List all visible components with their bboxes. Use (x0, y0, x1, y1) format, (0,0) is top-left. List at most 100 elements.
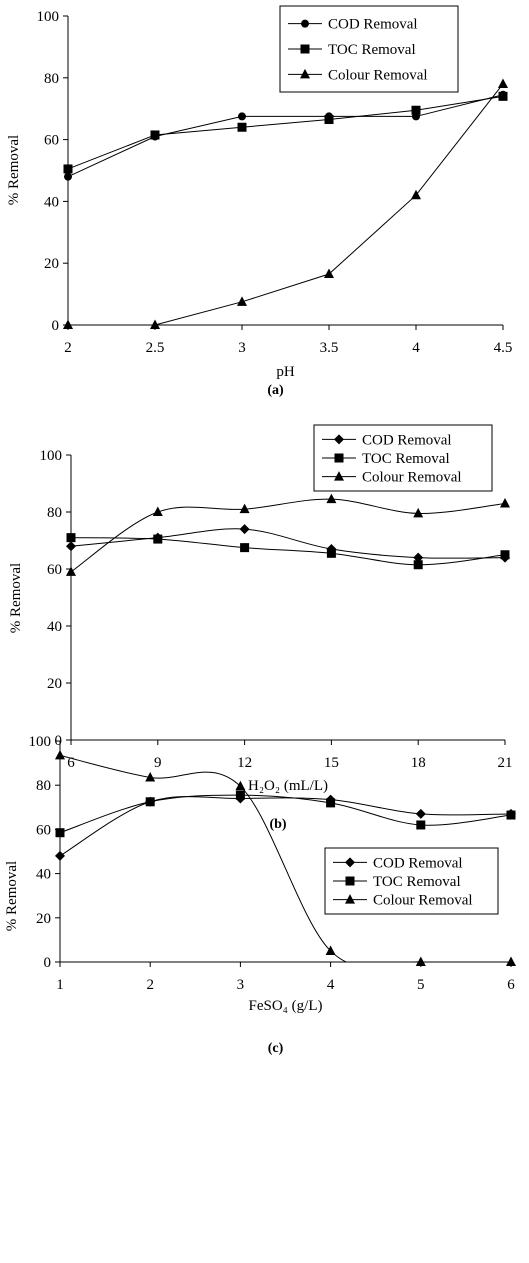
x-tick-label: 6 (67, 755, 75, 771)
legend-label: TOC Removal (328, 42, 416, 58)
data-point (498, 91, 508, 101)
data-point (413, 507, 424, 518)
x-tick-label: 15 (324, 755, 339, 771)
legend-marker (345, 876, 355, 886)
legend-label: COD Removal (362, 432, 452, 448)
data-point (153, 534, 163, 544)
legend-label: COD Removal (328, 17, 418, 33)
legend-label: Colour Removal (328, 67, 428, 83)
series-3 (63, 78, 508, 329)
legend: COD Removal TOC Removal Colour Removal (279, 5, 459, 93)
data-point (152, 506, 163, 516)
legend-label: TOC Removal (373, 874, 461, 890)
legend-marker (345, 894, 355, 904)
data-point (411, 105, 421, 115)
x-tick-label: 2 (146, 977, 154, 993)
data-point (411, 189, 421, 200)
series-line (60, 796, 512, 857)
legend-marker (334, 434, 344, 445)
y-tick-label: 60 (47, 562, 62, 578)
data-point (326, 493, 337, 504)
panel-label: (b) (269, 817, 286, 832)
data-point (325, 945, 336, 955)
x-tick-label: 18 (411, 755, 426, 771)
series-2 (66, 533, 510, 570)
legend: COD Removal TOC Removal Colour Removal (313, 424, 493, 492)
x-axis-label: H₂O₂ (mL/L) (248, 778, 328, 794)
y-tick-label: 100 (29, 734, 52, 750)
data-point (235, 780, 246, 791)
y-tick-label: 0 (44, 955, 52, 971)
y-tick-label: 40 (36, 867, 51, 883)
series-1 (64, 90, 507, 181)
data-point (239, 503, 250, 514)
y-tick-label: 40 (44, 194, 59, 210)
legend-marker (300, 68, 310, 79)
data-point (235, 790, 245, 800)
y-tick-label: 100 (40, 448, 63, 464)
series-line (70, 498, 506, 573)
data-point (239, 524, 250, 535)
y-tick-label: 0 (52, 318, 60, 334)
data-point (506, 810, 516, 820)
data-point (63, 164, 73, 174)
legend-marker (334, 453, 344, 463)
series-line (68, 83, 504, 326)
data-point (55, 828, 65, 838)
y-tick-label: 20 (47, 676, 62, 692)
chart-panel-1: 0 20 40 60 80 100 2 2.5 3 3.5 4 4.5 pH % Removal (a) CO… (6, 5, 513, 398)
data-point (66, 533, 76, 543)
y-axis-label: % Removal (6, 135, 22, 205)
series-line (70, 537, 506, 566)
x-axis-label: FeSO₄ (g/L) (249, 998, 323, 1014)
x-tick-label: 3 (238, 340, 246, 356)
legend-marker (334, 471, 344, 481)
data-point (55, 749, 65, 760)
y-axis-label: % Removal (8, 563, 24, 633)
data-point (237, 122, 247, 132)
data-point (500, 497, 510, 508)
x-tick-label: 6 (507, 977, 515, 993)
y-tick-label: 80 (36, 778, 51, 794)
data-point (238, 112, 246, 121)
x-tick-label: 5 (417, 977, 425, 993)
legend-marker (345, 857, 355, 868)
data-point (500, 550, 510, 560)
data-point (55, 850, 65, 861)
y-axis-label: % Removal (4, 861, 20, 931)
x-tick-label: 1 (56, 977, 64, 993)
x-tick-label: 9 (154, 755, 162, 771)
legend-label: TOC Removal (362, 451, 450, 467)
data-point (416, 820, 426, 830)
x-tick-label: 12 (237, 755, 252, 771)
data-point (413, 560, 423, 570)
legend-label: Colour Removal (362, 470, 462, 486)
data-point (415, 956, 426, 966)
data-point (413, 552, 424, 563)
x-tick-label: 4.5 (494, 340, 513, 356)
series-line (60, 794, 512, 834)
data-point (150, 319, 160, 329)
data-point (506, 956, 516, 966)
y-tick-label: 60 (44, 133, 59, 149)
data-point (498, 78, 508, 88)
series-3 (55, 749, 516, 966)
y-tick-label: 80 (47, 505, 62, 521)
legend-label: Colour Removal (373, 893, 473, 909)
legend-marker (301, 19, 309, 28)
y-tick-label: 60 (36, 822, 51, 838)
data-point (145, 771, 156, 782)
x-tick-label: 2.5 (146, 340, 165, 356)
legend: COD Removal TOC Removal Colour Removal (324, 847, 499, 915)
panel-label: (a) (267, 383, 284, 398)
data-point (150, 130, 160, 140)
data-point (66, 566, 76, 576)
legend-marker (300, 44, 310, 54)
data-point (324, 115, 334, 125)
x-tick-label: 21 (498, 755, 513, 771)
x-tick-label: 3 (237, 977, 245, 993)
data-point (240, 543, 250, 553)
